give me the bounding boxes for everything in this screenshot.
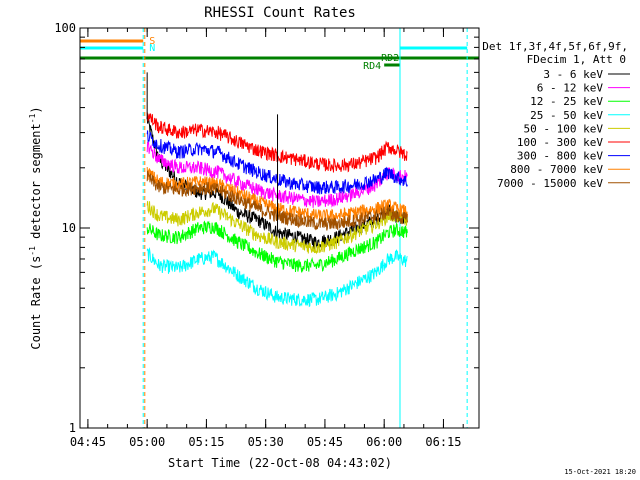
flag-label-s: S (149, 36, 155, 47)
plot-frame (79, 27, 480, 429)
legend-entry-label: 7000 - 15000 keV (497, 177, 603, 190)
x-tick-label: 06:15 (425, 435, 461, 449)
series-lines (146, 72, 408, 308)
legend-entry-label: 12 - 25 keV (530, 95, 603, 108)
time-markers (79, 28, 468, 428)
x-tick-label: 05:45 (307, 435, 343, 449)
y-axis-label: Count Rate (s-1 detector segment-1) (28, 106, 43, 349)
series-line-2 (146, 220, 408, 273)
y-tick-label: 100 (54, 21, 76, 35)
flag-label-n: N (149, 43, 155, 54)
x-tick-label: 05:30 (248, 435, 284, 449)
legend-entry-label: 800 - 7000 keV (510, 163, 603, 176)
y-axis-label-part-4: ) (29, 106, 43, 113)
legend-entry-label: 6 - 12 keV (537, 82, 604, 95)
flag-label-rd2: RD2 (381, 53, 399, 64)
series-line-3 (146, 246, 408, 308)
x-tick-label: 04:45 (70, 435, 106, 449)
flag-label-rd4: RD4 (363, 61, 381, 72)
plot-axes: 1 10 100 04:45 05:00 05:15 05:30 05:45 06:00 06:1… (54, 21, 480, 449)
x-axis-label: Start Time (22-Oct-08 04:43:02) (168, 456, 392, 470)
legend-entry-label: 25 - 50 keV (530, 109, 603, 122)
x-tick-label: 05:00 (129, 435, 165, 449)
y-axis-label-text: Count Rate (s-1 detector segment-1) (28, 106, 43, 349)
legend-header-line-2: FDecim 1, Att 0 (527, 53, 626, 66)
y-axis-label-part-3: -1 (28, 113, 37, 123)
series-line-4 (146, 201, 408, 255)
y-tick-label: 1 (69, 421, 76, 435)
y-tick-label: 10 (62, 221, 76, 235)
legend-entry-label: 100 - 300 keV (517, 136, 603, 149)
legend-entry-label: 3 - 6 keV (543, 68, 603, 81)
chart-title: RHESSI Count Rates (204, 5, 356, 21)
x-tick-label: 06:00 (366, 435, 402, 449)
legend-entry-label: 300 - 800 keV (517, 150, 603, 163)
y-axis-label-part-2: detector segment (29, 123, 43, 246)
footer-date: 15-Oct-2021 18:20 (564, 468, 636, 476)
legend-header-line-1: Det 1f,3f,4f,5f,6f,9f, (482, 40, 628, 53)
y-axis-label-part-0: Count Rate (s (29, 256, 43, 350)
y-axis-label-part-1: -1 (28, 246, 37, 256)
legend-entry-label: 50 - 100 keV (524, 122, 604, 135)
x-tick-label: 05:15 (188, 435, 224, 449)
legend: Det 1f,3f,4f,5f,6f,9f,FDecim 1, Att 0 3 -… (482, 40, 630, 190)
